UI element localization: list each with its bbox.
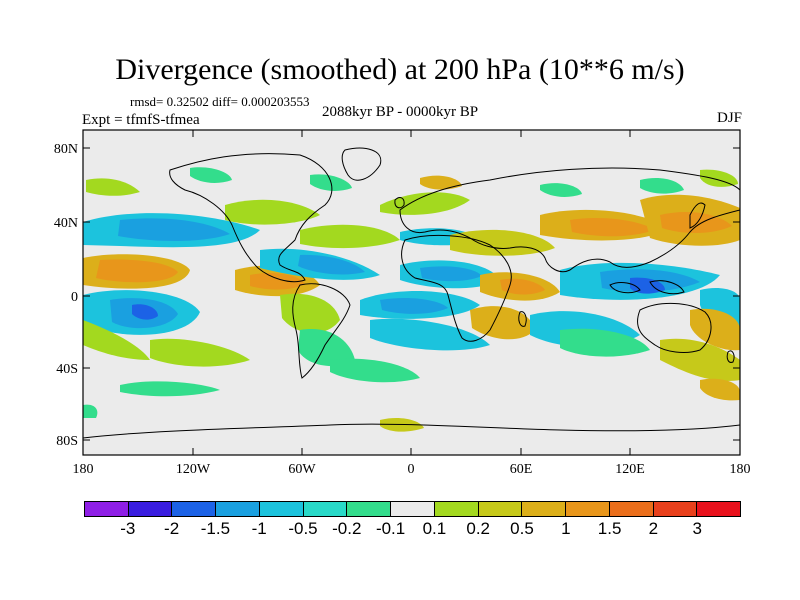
colorbar-swatch [303, 502, 348, 516]
colorbar-swatch [697, 502, 741, 516]
lat-label-0: 0 [71, 290, 78, 305]
colorbar-label: 2 [648, 519, 659, 538]
lat-label-40s: 40S [56, 362, 78, 377]
colorbar-label: -1.5 [200, 519, 231, 538]
longitude-labels: 180 120W 60W 0 60E 120E 180 [73, 462, 751, 477]
lon-label-60w: 60W [288, 462, 316, 477]
colorbar-swatch [347, 502, 392, 516]
colorbar-swatch [216, 502, 260, 516]
colorbar-swatch [434, 502, 479, 516]
colorbar-swatch [85, 502, 129, 516]
latitude-labels: 80N 40N 0 40S 80S [54, 142, 78, 449]
lon-label-60e: 60E [510, 462, 533, 477]
colorbar-swatch [653, 502, 698, 516]
colorbar-label: -0.5 [288, 519, 318, 538]
lat-label-80s: 80S [56, 434, 78, 449]
colorbar-swatch [172, 502, 217, 516]
colorbar-swatch [259, 502, 304, 516]
colorbar-label: 0.2 [466, 519, 490, 538]
lon-label-120e: 120E [615, 462, 645, 477]
colorbar-label: -0.2 [332, 519, 362, 538]
colorbar-swatch [609, 502, 654, 516]
period-label: 2088kyr BP - 0000kyr BP [322, 104, 479, 120]
lon-label-0: 0 [408, 462, 415, 477]
colorbar-label: -3 [120, 519, 136, 538]
colorbar-label: -0.1 [375, 519, 406, 538]
colorbar-label: 0.5 [510, 519, 534, 538]
colorbar [84, 501, 741, 517]
colorbar-swatch [391, 502, 435, 516]
latitude-ticks [83, 147, 740, 441]
colorbar-labels: -3 -2 -1.5 -1 -0.5 -0.2 -0.1 0.1 0.2 0.5 1 1.5 2 3 [84, 519, 741, 539]
colorbar-swatch [478, 502, 523, 516]
colorbar-swatch [128, 502, 173, 516]
lat-label-80n: 80N [54, 142, 78, 157]
lon-label-180e: 180 [730, 462, 751, 477]
coastlines [83, 147, 740, 439]
lon-label-180w: 180 [73, 462, 94, 477]
experiment-label: Expt = tfmfS-tfmea [82, 112, 200, 128]
lat-label-40n: 40N [54, 216, 78, 231]
colorbar-label: -1 [251, 519, 267, 538]
season-label: DJF [716, 110, 742, 126]
plot-title: Divergence (smoothed) at 200 hPa (10**6 … [115, 53, 685, 86]
colorbar-swatch [566, 502, 610, 516]
colorbar-swatch [522, 502, 567, 516]
colorbar-label: 3 [692, 519, 702, 538]
colorbar-label: 0.1 [422, 519, 447, 538]
colorbar-label: -2 [164, 519, 180, 538]
stats-label: rmsd= 0.32502 diff= 0.000203553 [130, 94, 310, 109]
colorbar-label: 1.5 [597, 519, 622, 538]
lon-label-120w: 120W [176, 462, 211, 477]
longitude-ticks [82, 130, 741, 455]
colorbar-label: 1 [561, 519, 571, 538]
